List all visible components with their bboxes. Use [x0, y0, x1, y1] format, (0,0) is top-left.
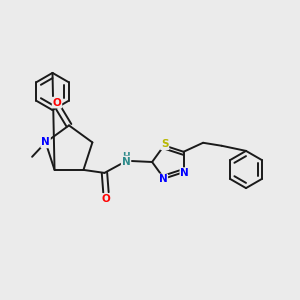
- Text: O: O: [102, 194, 110, 204]
- Text: O: O: [52, 98, 62, 108]
- Text: H: H: [122, 152, 130, 160]
- Text: N: N: [180, 168, 189, 178]
- Text: N: N: [158, 174, 167, 184]
- Text: N: N: [41, 137, 50, 147]
- Text: S: S: [161, 139, 169, 149]
- Text: N: N: [122, 157, 130, 166]
